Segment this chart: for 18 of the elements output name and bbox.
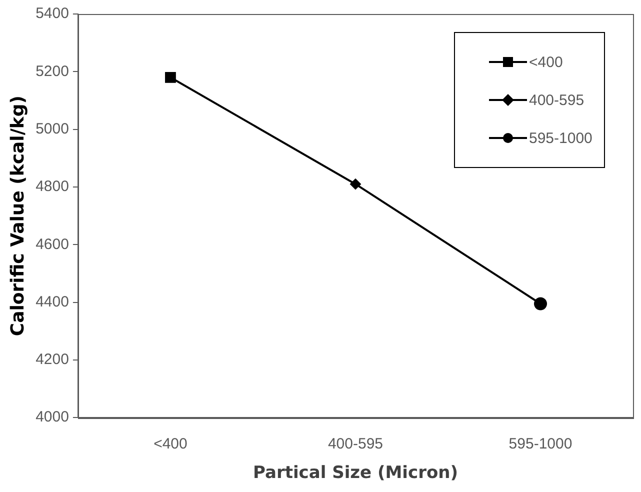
y-tick-label: 4400 xyxy=(36,293,69,310)
point xyxy=(165,72,176,83)
y-tick-label: 5400 xyxy=(36,5,69,22)
y-tick-label: 4800 xyxy=(36,178,69,196)
y-tick-label: 4000 xyxy=(36,408,69,426)
legend-label: 595-1000 xyxy=(529,130,592,146)
x-tick-label: 595-1000 xyxy=(508,436,572,453)
y-axis-title: Calorific Value (kcal/kg) xyxy=(7,95,28,336)
x-axis-title: Partical Size (Micron) xyxy=(252,463,458,484)
point xyxy=(534,297,547,310)
x-tick-label: 400-595 xyxy=(328,436,384,453)
x-tick-label: <400 xyxy=(154,436,188,453)
legend-label: 400-595 xyxy=(529,92,584,108)
y-tick-label: 5000 xyxy=(36,120,69,138)
legend-label: <400 xyxy=(529,54,563,70)
y-tick-label: 5200 xyxy=(36,62,69,80)
y-tick-label: 4600 xyxy=(36,236,69,253)
y-tick-label: 4200 xyxy=(36,351,69,368)
